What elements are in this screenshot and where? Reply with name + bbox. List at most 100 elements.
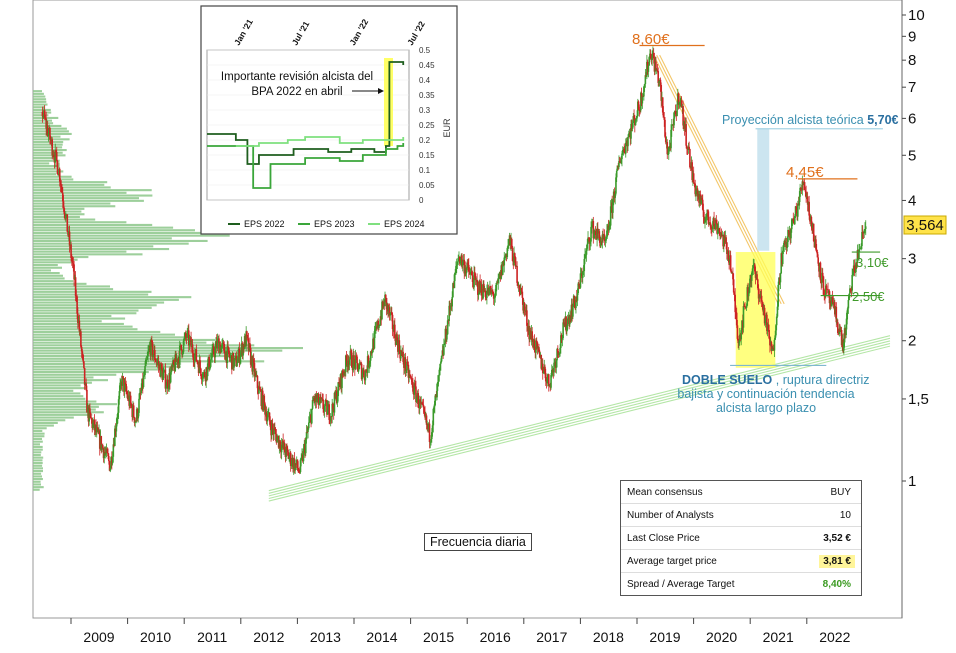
candle-up-body	[111, 456, 114, 464]
volume-profile-bar	[33, 191, 127, 194]
candle-down-body	[707, 216, 710, 225]
candle-down-body	[269, 421, 272, 427]
candle-up-body	[787, 230, 789, 242]
candle-down-body	[511, 247, 514, 261]
volume-profile-bar	[33, 277, 65, 280]
candle-up-body	[643, 84, 646, 87]
candle-down-body	[703, 216, 706, 224]
consensus-row-label: Mean consensus	[627, 486, 703, 498]
volume-profile-bar	[33, 389, 74, 392]
candle-up-body	[319, 396, 321, 403]
candle-up-body	[577, 283, 580, 294]
candle-up-body	[307, 422, 310, 429]
candle-down-body	[514, 257, 517, 267]
candle-down-body	[357, 362, 359, 372]
volume-profile-bar	[33, 239, 208, 242]
candle-down-body	[652, 53, 655, 59]
inset-series-line	[207, 61, 405, 165]
candle-down-body	[283, 443, 286, 453]
candle-up-body	[143, 374, 146, 376]
candle-down-body	[130, 403, 133, 407]
candle-down-body	[55, 151, 58, 161]
candle-up-body	[493, 297, 496, 299]
candle-down-body	[385, 297, 388, 310]
candle-up-body	[498, 277, 500, 279]
volume-profile-bar	[33, 437, 42, 440]
candle-up-body	[497, 278, 500, 283]
candle-up-body	[506, 248, 509, 258]
candle-down-body	[377, 320, 380, 329]
candle-up-body	[843, 328, 846, 343]
candle-up-body	[375, 326, 377, 329]
candle-up-body	[42, 116, 44, 118]
candle-down-body	[55, 149, 57, 152]
inset-y-tick-label: 0	[419, 196, 424, 205]
candle-down-body	[322, 399, 324, 410]
candle-up-body	[258, 386, 260, 394]
candle-down-body	[132, 405, 135, 418]
candle-up-body	[381, 301, 383, 320]
candle-down-body	[70, 244, 72, 258]
candle-down-body	[235, 355, 238, 367]
candle-up-body	[746, 287, 749, 306]
double-bottom-annotation: DOBLE SUELO , ruptura directriz	[682, 373, 870, 387]
candle-down-body	[637, 101, 640, 110]
candle-up-body	[121, 376, 124, 386]
candle-up-body	[288, 457, 290, 459]
volume-profile-bar	[33, 108, 51, 111]
candle-up-body	[596, 228, 598, 240]
candle-down-body	[819, 262, 822, 281]
candle-up-body	[849, 288, 851, 294]
candle-up-body	[627, 137, 629, 147]
candle-down-body	[409, 374, 411, 376]
volume-profile-bar	[33, 141, 64, 144]
candle-down-body	[518, 285, 521, 291]
candle-up-body	[845, 324, 847, 336]
volume-profile-bar	[33, 221, 127, 224]
x-tick-label: 2019	[649, 629, 680, 645]
candle-down-body	[44, 117, 47, 119]
inset-legend: EPS 2022 EPS 2023 EPS 2024	[228, 219, 425, 229]
candle-down-body	[320, 396, 322, 400]
candle-up-body	[429, 441, 432, 443]
y-tick-label: 8	[908, 52, 916, 69]
volume-profile-bar	[33, 210, 82, 213]
candle-down-body	[338, 382, 340, 384]
candle-up-body	[436, 383, 438, 398]
candle-up-body	[608, 226, 610, 231]
candle-down-body	[763, 307, 766, 324]
candle-up-body	[634, 119, 637, 126]
candle-down-body	[175, 354, 177, 362]
candle-down-body	[249, 343, 251, 348]
candle-up-body	[618, 161, 620, 168]
candle-up-body	[455, 266, 457, 274]
candle-down-body	[252, 359, 255, 363]
volume-profile-bar	[33, 349, 283, 352]
candle-up-body	[635, 118, 638, 120]
candle-up-body	[609, 206, 612, 226]
inset-ylabel: EUR	[442, 118, 452, 138]
candle-down-body	[107, 452, 109, 457]
candle-up-body	[349, 350, 352, 360]
candle-up-body	[704, 218, 707, 221]
candle-down-body	[421, 402, 423, 405]
candle-down-body	[66, 214, 69, 232]
candle-down-body	[732, 279, 735, 293]
candle-down-body	[298, 469, 300, 473]
consensus-row-label: Spread / Average Target	[627, 578, 735, 590]
candle-down-body	[734, 294, 736, 313]
candle-down-body	[404, 357, 407, 371]
candle-down-body	[761, 301, 764, 304]
candle-down-body	[154, 349, 156, 361]
candle-up-body	[452, 283, 454, 298]
candle-down-body	[492, 293, 495, 299]
x-tick-label: 2017	[536, 629, 567, 645]
candle-down-body	[296, 459, 299, 468]
candle-down-body	[480, 284, 483, 296]
candle-down-body	[344, 371, 346, 373]
volume-profile-bar	[33, 306, 152, 309]
candle-down-body	[246, 331, 248, 336]
volume-profile-bar	[33, 95, 46, 98]
candle-up-body	[751, 268, 754, 273]
